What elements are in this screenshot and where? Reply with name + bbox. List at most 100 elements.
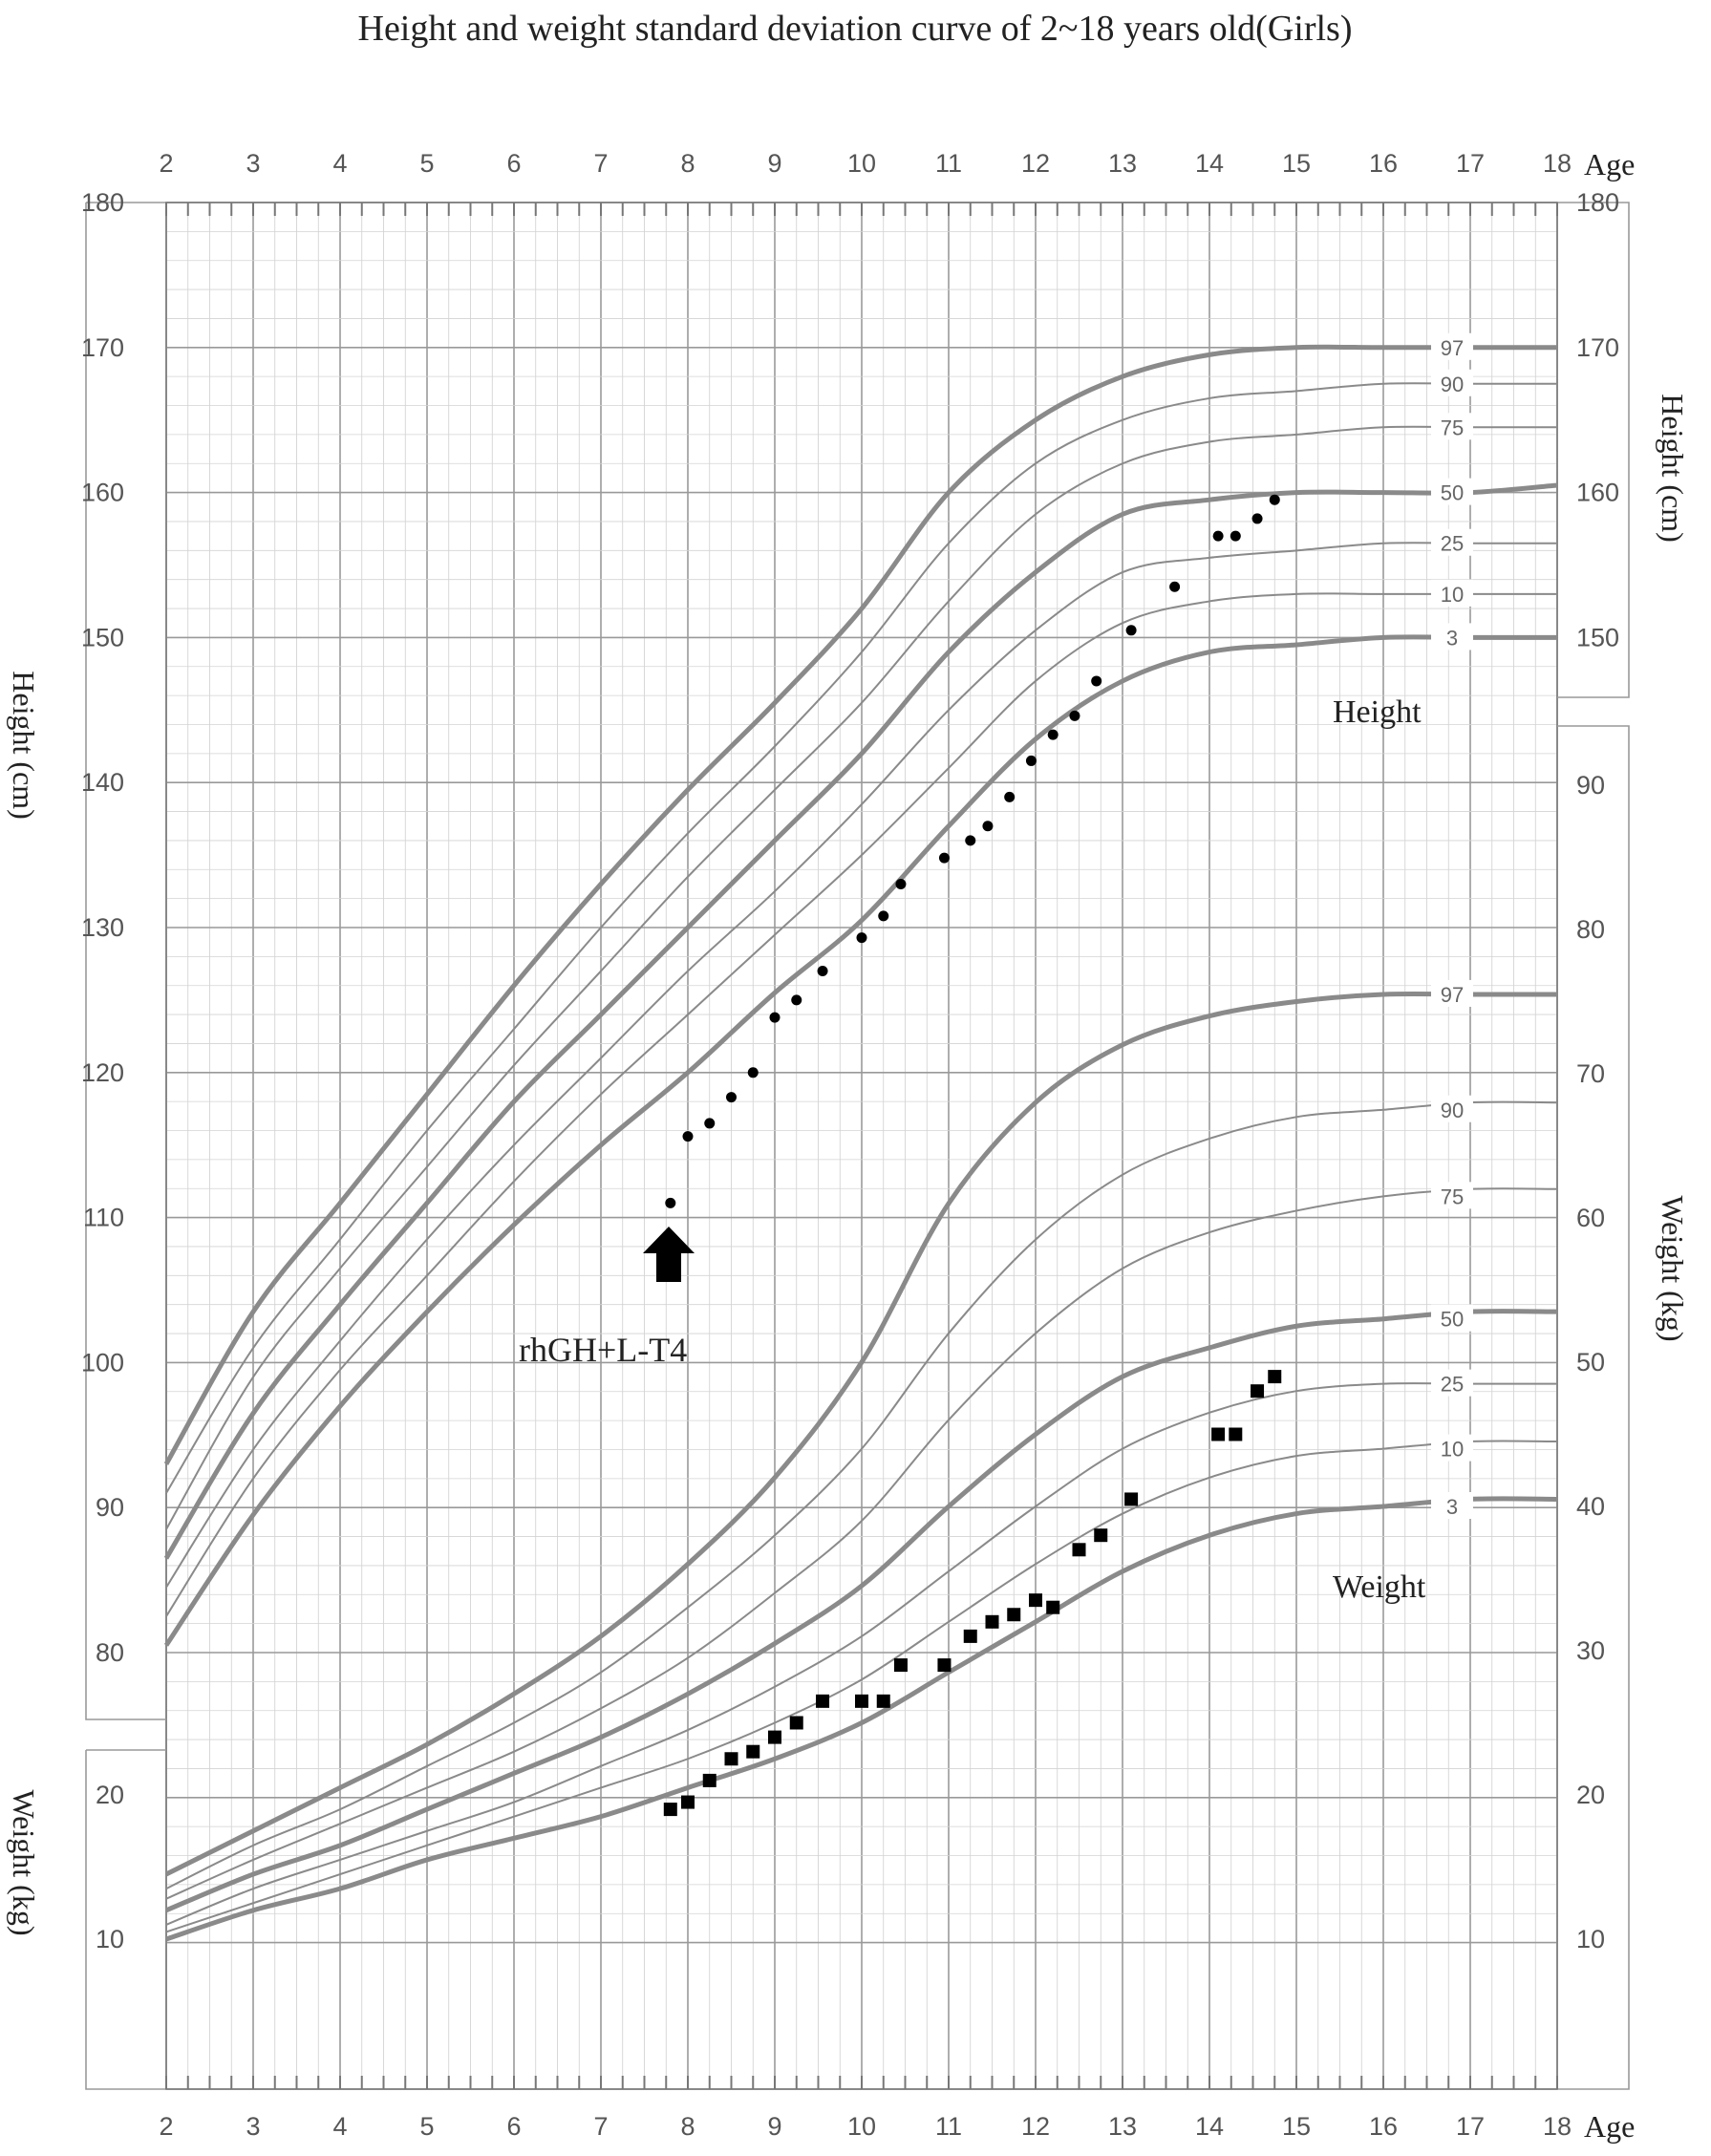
weight-measurement-square [702,1773,716,1787]
right-weight-tick-label: 40 [1576,1492,1605,1521]
height-measurement-dot [726,1092,737,1103]
age-tick-label-top: 8 [680,149,695,178]
height-label-p97: 97 [1441,336,1464,360]
age-tick-label-bottom: 7 [593,2112,608,2141]
weight-measurement-square [816,1694,830,1708]
age-tick-label-top: 9 [767,149,781,178]
weight-measurement-square [1094,1528,1108,1543]
axes: 2 2 3 3 4 4 5 5 6 6 7 7 8 8 9 9 10 10 11 11 12 12 13 13 14 14 15 15… [81,149,1619,2141]
age-tick-label-top: 4 [332,149,347,178]
age-tick-label-top: 7 [593,149,608,178]
weight-label-p3: 3 [1446,1495,1458,1519]
height-measurement-dot [982,821,994,832]
age-tick-label-bottom: 5 [419,2112,434,2141]
height-measurement-dot [878,910,889,922]
left-weight-tick-label: 20 [96,1781,124,1809]
right-weight-tick-label: 10 [1576,1925,1605,1953]
height-measurement-dot [665,1197,676,1208]
height-measurement-dot [704,1118,716,1129]
weight-curve-p3 [165,1496,1558,1942]
height-measurement-dot [965,835,976,846]
height-measurement-dot [1125,625,1137,636]
treatment-start-arrow [643,1227,695,1282]
height-measurement-dot [791,994,802,1006]
height-label-bg-p75 [1431,413,1473,440]
right-height-tick-label: 160 [1576,479,1619,507]
height-measurement-dot [895,878,907,889]
age-tick-label-top: 5 [419,149,434,178]
age-tick-label-bottom: 9 [767,2112,781,2141]
height-section-label: Height [1333,694,1422,730]
height-measurement-dot [856,932,867,944]
weight-label-p50: 50 [1441,1308,1464,1332]
left-height-tick-label: 170 [81,333,124,362]
left-height-tick-label: 100 [81,1348,124,1377]
age-tick-label-bottom: 14 [1195,2112,1224,2141]
left-height-tick-label: 140 [81,768,124,797]
age-tick-label-top: 11 [935,149,962,178]
right-weight-tick-label: 70 [1576,1059,1605,1088]
age-tick-label-bottom: 13 [1108,2112,1137,2141]
weight-measurement-square [746,1744,760,1759]
height-label-p90: 90 [1441,373,1464,396]
age-tick-label-bottom: 17 [1456,2112,1485,2141]
height-measurement-dot [1230,530,1241,542]
patient-markers [663,494,1282,1817]
weight-label-bg-p10 [1431,1434,1473,1462]
left-height-tick-label: 90 [96,1493,124,1522]
left-height-tick-label: 80 [96,1638,124,1667]
right-weight-tick-label: 60 [1576,1204,1605,1232]
height-curve-p75 [165,425,1557,1530]
height-label-bg-p10 [1431,579,1473,607]
height-label-bg-p3 [1431,623,1473,651]
height-measurement-dot [938,852,950,864]
height-label-p75: 75 [1441,416,1464,439]
x-axis-label-bottom: Age [1584,2109,1635,2144]
height-measurement-dot [747,1067,759,1078]
age-tick-label-bottom: 2 [159,2112,173,2141]
weight-measurement-square [893,1658,908,1673]
grid [85,202,1630,2090]
right-height-axis-label: Height (cm) [1656,394,1690,543]
percentile-curves: 97 90 75 50 25 10 3 97 90 75 50 25 10 3 [163,332,1558,1942]
treatment-annotation: rhGH+L-T4 [519,1331,687,1369]
x-axis-label-top: Age [1584,147,1635,181]
weight-label-bg-p97 [1431,979,1473,1007]
weight-section-label: Weight [1333,1569,1426,1605]
height-measurement-dot [1169,581,1181,592]
right-weight-tick-label: 80 [1576,915,1605,944]
weight-measurement-square [1229,1427,1243,1441]
right-weight-axis-label: Weight (kg) [1656,1196,1690,1342]
weight-measurement-square [1211,1427,1226,1441]
weight-curve-p75 [165,1187,1558,1900]
weight-measurement-square [985,1614,999,1629]
weight-measurement-square [768,1730,781,1744]
weight-curve-p10 [165,1440,1558,1933]
age-tick-label-bottom: 3 [246,2112,260,2141]
age-tick-label-top: 14 [1195,149,1224,178]
weight-label-bg-p25 [1431,1369,1473,1397]
height-label-p10: 10 [1441,583,1464,607]
height-measurement-dot [1004,791,1016,802]
weight-label-bg-p90 [1431,1095,1473,1122]
weight-label-p75: 75 [1441,1185,1464,1208]
right-height-tick-label: 150 [1576,623,1619,651]
age-tick-label-top: 18 [1543,149,1572,178]
weight-measurement-square [1072,1543,1086,1557]
height-label-bg-p25 [1431,528,1473,556]
weight-measurement-square [681,1795,695,1809]
age-tick-label-top: 16 [1369,149,1398,178]
age-tick-label-bottom: 10 [847,2112,876,2141]
weight-measurement-square [1124,1492,1139,1506]
age-tick-label-bottom: 4 [332,2112,347,2141]
weight-measurement-square [724,1752,738,1766]
height-measurement-dot [1091,675,1102,687]
chart-title: Height and weight standard deviation cur… [358,9,1353,49]
height-measurement-dot [682,1131,694,1142]
age-tick-label-top: 3 [246,149,260,178]
age-tick-label-top: 12 [1021,149,1050,178]
weight-measurement-square [937,1658,952,1673]
height-curve-p3 [163,634,1557,1647]
left-height-tick-label: 180 [81,188,124,217]
